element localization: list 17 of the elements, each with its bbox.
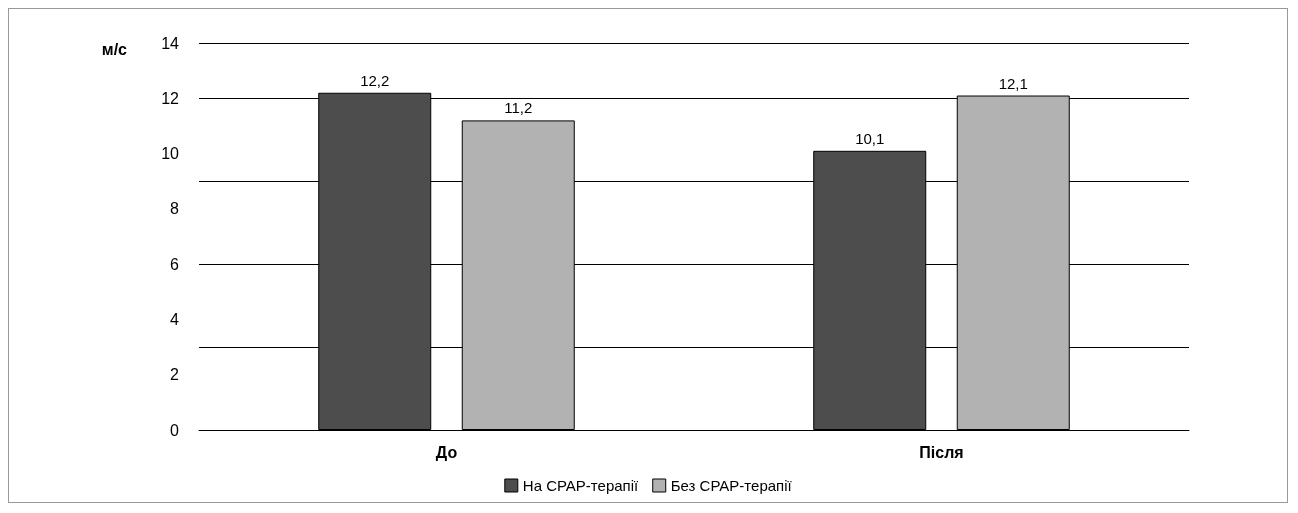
data-label: 12,1 bbox=[998, 74, 1028, 92]
y-tick-label: 12 bbox=[161, 89, 180, 107]
y-axis-title: м/с bbox=[101, 40, 128, 58]
y-tick-label: 14 bbox=[161, 34, 180, 52]
y-tick-label: 10 bbox=[161, 145, 180, 163]
legend-label: На CPAP-терапії bbox=[522, 477, 640, 494]
data-label: 10,1 bbox=[855, 129, 885, 147]
x-tick-label: Після bbox=[919, 443, 964, 461]
y-tick-label: 6 bbox=[170, 255, 180, 273]
y-tick-label: 8 bbox=[170, 200, 180, 218]
y-tick-label: 2 bbox=[170, 366, 180, 384]
data-label: 12,2 bbox=[360, 71, 390, 89]
legend-label: Без CPAP-терапії bbox=[670, 477, 793, 494]
y-tick-label: 4 bbox=[170, 310, 180, 328]
x-tick-label: До bbox=[435, 443, 458, 461]
data-label: 11,2 bbox=[504, 99, 533, 117]
y-tick-label: 0 bbox=[170, 421, 180, 439]
